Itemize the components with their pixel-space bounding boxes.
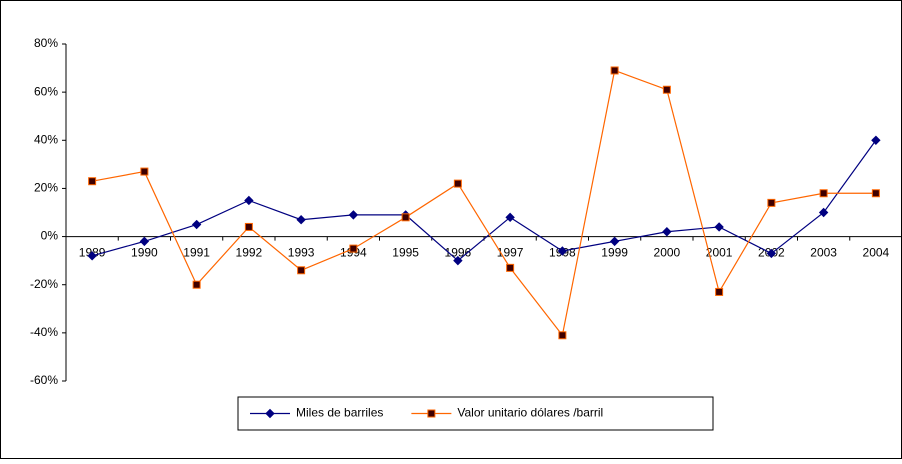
x-tick-label: 2003 [810, 246, 837, 260]
data-point [349, 244, 358, 253]
x-tick-label: 1994 [340, 246, 367, 260]
x-tick-label: 2001 [706, 246, 733, 260]
y-tick-label: 20% [34, 181, 58, 195]
data-point [609, 236, 620, 247]
data-point [348, 210, 359, 220]
data-point [505, 212, 515, 223]
data-point [767, 198, 776, 207]
data-point [244, 222, 253, 231]
y-tick-label: 0% [41, 229, 59, 243]
data-point [453, 255, 463, 266]
data-point [558, 331, 567, 340]
legend-box [237, 396, 714, 431]
data-point [191, 219, 202, 230]
data-point [87, 251, 97, 261]
data-point [401, 213, 410, 222]
data-point [140, 167, 149, 176]
data-point [871, 189, 880, 198]
x-tick-label: 1990 [131, 246, 158, 260]
data-point [192, 280, 201, 289]
y-tick-label: -40% [30, 325, 58, 339]
data-point [296, 215, 306, 225]
x-tick-label: 1999 [601, 246, 628, 260]
x-tick-label: 1995 [392, 246, 419, 260]
data-point [871, 135, 881, 145]
legend-label: Valor unitario dólares /barril [457, 406, 603, 420]
data-point [244, 195, 254, 206]
y-tick-label: 60% [34, 84, 58, 98]
y-tick-label: 40% [34, 132, 58, 146]
legend-label: Miles de barriles [296, 406, 383, 420]
data-point [453, 179, 462, 188]
data-point [297, 266, 306, 275]
data-point [818, 207, 829, 218]
data-point [506, 263, 515, 272]
data-point [139, 236, 150, 247]
x-tick-label: 1992 [236, 246, 263, 260]
data-point [557, 246, 568, 256]
data-point [88, 177, 97, 186]
data-point [662, 227, 672, 237]
x-tick-label: 2000 [654, 246, 681, 260]
x-tick-label: 2004 [863, 246, 890, 260]
series-line [92, 69, 876, 337]
data-point [714, 222, 724, 232]
y-tick-label: 80% [34, 36, 58, 50]
data-point [766, 248, 777, 259]
data-point [715, 287, 724, 296]
x-tick-label: 1996 [445, 246, 472, 260]
x-tick-label: 1991 [183, 246, 210, 260]
y-tick-label: -60% [30, 373, 58, 387]
y-tick-label: -20% [30, 277, 58, 291]
x-tick-label: 1993 [288, 246, 315, 260]
legend-marker [427, 409, 436, 418]
data-point [662, 85, 671, 94]
legend-marker [265, 408, 275, 419]
series-line [91, 139, 877, 262]
data-point [610, 66, 619, 75]
data-point [819, 189, 828, 198]
